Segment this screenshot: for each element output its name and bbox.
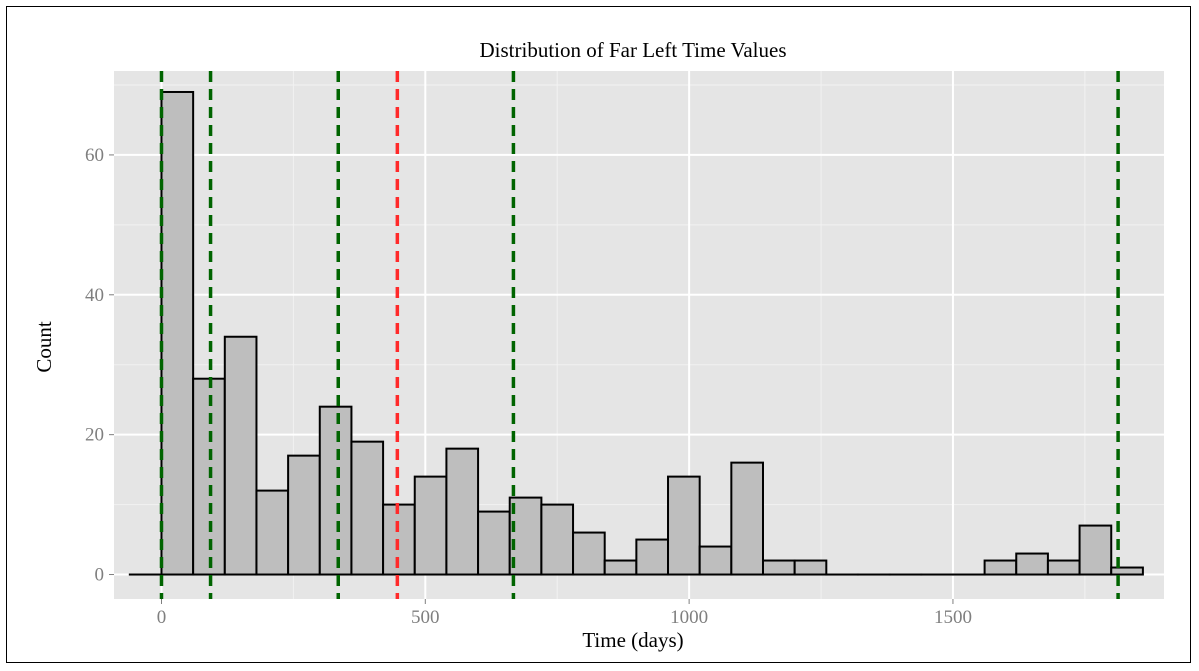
chart-title: Distribution of Far Left Time Values <box>479 38 786 62</box>
y-tick-label: 20 <box>85 425 104 446</box>
y-tick-label: 0 <box>95 565 105 586</box>
histogram-bars <box>128 90 1144 576</box>
x-tick-label: 0 <box>157 607 167 628</box>
chart-frame: 0 500 1000 1500 0 20 40 60 Distribution of Far … <box>6 6 1191 663</box>
y-axis-title: Count <box>32 321 56 373</box>
histogram-bar <box>1015 552 1049 576</box>
y-tick-label: 40 <box>85 285 104 306</box>
histogram-bar <box>983 559 1018 576</box>
histogram-bar <box>287 454 321 576</box>
histogram-bar <box>1046 559 1081 576</box>
histogram-bar <box>635 538 670 576</box>
histogram-bar <box>318 405 353 576</box>
histogram-bar <box>1078 524 1113 576</box>
x-axis-title: Time (days) <box>582 628 683 652</box>
histogram-bar <box>223 335 258 576</box>
histogram-bar <box>477 510 511 576</box>
histogram-bar <box>1110 566 1144 576</box>
chart: 0 500 1000 1500 0 20 40 60 Distribution of Far … <box>32 38 1164 652</box>
histogram-bar <box>603 559 638 576</box>
x-tick-label: 500 <box>411 607 440 628</box>
histogram-bar <box>730 461 764 576</box>
histogram-bar <box>445 447 480 576</box>
histogram-bar <box>667 475 701 576</box>
histogram-bar <box>793 559 828 576</box>
histogram-bar <box>413 475 448 576</box>
histogram-bar <box>572 531 606 576</box>
x-tick-label: 1000 <box>670 607 708 628</box>
histogram-bar <box>160 90 195 576</box>
histogram-bar <box>255 489 290 576</box>
axis-ticks: 0 500 1000 1500 0 20 40 60 <box>85 145 972 628</box>
y-tick-label: 60 <box>85 145 104 166</box>
histogram-bar <box>350 440 385 576</box>
reference-lines <box>159 71 1120 599</box>
x-tick-label: 1500 <box>934 607 972 628</box>
histogram-bar <box>698 545 733 576</box>
histogram-bar <box>540 503 575 576</box>
histogram-bar <box>761 559 796 576</box>
